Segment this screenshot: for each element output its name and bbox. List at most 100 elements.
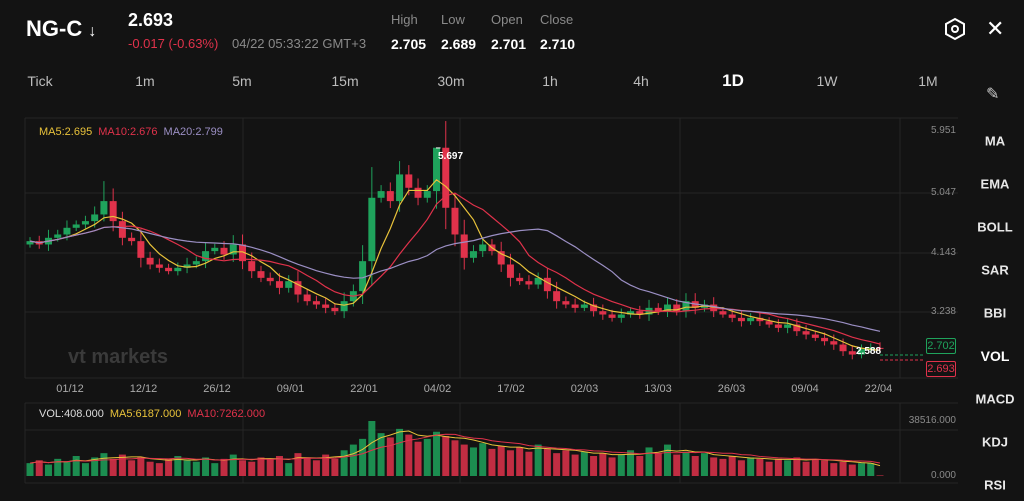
close-icon[interactable]: ✕	[986, 16, 1005, 41]
volume-bar	[340, 450, 348, 476]
candle-body	[285, 281, 293, 288]
candle-body	[756, 317, 764, 322]
volume-bar	[312, 460, 320, 476]
candle-body	[839, 344, 847, 352]
candle-body	[257, 271, 265, 278]
volume-bar	[737, 460, 745, 476]
tab-timeframe-1d[interactable]: 1D	[722, 71, 744, 90]
candle-body	[460, 234, 468, 258]
candle-body	[571, 304, 579, 308]
volume-bar	[35, 460, 43, 476]
volume-bar	[377, 433, 385, 476]
indicator-ma[interactable]: MA	[984, 133, 1006, 149]
volume-bar	[202, 457, 210, 476]
indicator-kdj[interactable]: KDJ	[981, 434, 1008, 450]
tab-timeframe-5m[interactable]: 5m	[232, 73, 252, 89]
bid-price-badge: 2.702	[926, 338, 956, 354]
candle-body	[128, 237, 136, 242]
indicator-bbi[interactable]: BBI	[983, 305, 1007, 321]
tab-timeframe-1h[interactable]: 1h	[542, 73, 558, 89]
tab-timeframe-1w[interactable]: 1W	[816, 73, 838, 89]
volume-bar	[534, 444, 542, 476]
settings-hexagon-icon[interactable]	[943, 17, 967, 41]
volume-bar	[405, 434, 413, 476]
candle-body	[590, 304, 598, 312]
candle-body	[802, 331, 810, 335]
arrow-down-icon: ↓	[88, 23, 97, 40]
volume-bar	[285, 463, 293, 476]
candle-body	[220, 247, 228, 255]
candle-body	[830, 341, 838, 345]
volume-bar	[322, 454, 330, 476]
volume-bar	[774, 458, 782, 476]
symbol-title[interactable]: NG-C ↓	[26, 16, 96, 42]
volume-bar	[174, 456, 182, 476]
volume-bar	[183, 460, 191, 476]
indicator-sar[interactable]: SAR	[981, 262, 1009, 278]
volume-bar	[654, 453, 662, 476]
volume-bar	[811, 458, 819, 476]
indicator-ema[interactable]: EMA	[980, 176, 1010, 192]
volume-bar	[192, 461, 200, 476]
candle-body	[303, 294, 311, 302]
volume-bar	[118, 454, 126, 476]
candle-body	[165, 267, 173, 272]
candle-body	[91, 214, 99, 222]
volume-bar	[386, 437, 394, 476]
tab-timeframe-15m[interactable]: 15m	[331, 73, 359, 89]
candle-body	[63, 227, 71, 235]
tab-timeframe-1m[interactable]: 1M	[918, 73, 938, 89]
price-change: -0.017 (-0.63%)	[128, 36, 219, 51]
ma10-value: MA10:2.676	[98, 126, 158, 138]
volume-bar	[54, 458, 62, 476]
volume-bar	[91, 457, 99, 476]
tab-timeframe-tick[interactable]: Tick	[27, 73, 53, 89]
candle-body	[433, 147, 441, 192]
volume-bar	[627, 450, 635, 476]
candle-body	[525, 281, 533, 285]
vol-value: VOL:408.000	[39, 408, 104, 420]
candle-body	[322, 304, 330, 308]
volume-bar	[543, 448, 551, 476]
volume-bar	[155, 463, 163, 476]
volume-bar	[756, 458, 764, 476]
volume-bar	[44, 464, 52, 476]
candle-body	[608, 314, 616, 318]
tab-timeframe-4h[interactable]: 4h	[633, 73, 649, 89]
volume-bar	[608, 457, 616, 476]
vol-ma10-value: MA10:7262.000	[187, 408, 266, 420]
indicator-vol[interactable]: VOL	[980, 348, 1010, 364]
indicator-rsi[interactable]: RSI	[984, 477, 1006, 493]
tab-timeframe-30m[interactable]: 30m	[437, 73, 465, 89]
candle-body	[710, 304, 718, 312]
candle-body	[312, 301, 320, 305]
candle-body	[747, 317, 755, 322]
candle-body	[497, 251, 505, 265]
volume-bar	[72, 456, 80, 476]
volume-bar	[599, 453, 607, 476]
candle-body	[516, 277, 524, 282]
candle-body	[451, 207, 459, 235]
volume-bar	[479, 443, 487, 476]
vol-axis-label: 38516.000	[908, 415, 956, 426]
tab-timeframe-1m[interactable]: 1m	[135, 73, 155, 89]
price-axis-label: 3.238	[930, 306, 956, 317]
indicator-boll[interactable]: BOLL	[977, 219, 1013, 235]
volume-bar	[867, 463, 875, 476]
high-value: 2.705	[391, 36, 427, 52]
open-value: 2.701	[491, 36, 527, 52]
draw-pencil-icon[interactable]: ✎	[986, 86, 1000, 103]
candle-body	[636, 311, 644, 315]
candle-body	[229, 244, 237, 255]
candle-body	[774, 324, 782, 328]
volume-bar	[691, 456, 699, 476]
date-axis-label: 09/04	[791, 383, 819, 395]
volume-bar	[710, 457, 718, 476]
volume-bar	[858, 463, 866, 476]
candle-body	[543, 277, 551, 292]
volume-bar	[396, 428, 404, 476]
indicator-macd[interactable]: MACD	[975, 391, 1015, 407]
volume-bar	[275, 456, 283, 476]
candle-body	[858, 349, 866, 355]
